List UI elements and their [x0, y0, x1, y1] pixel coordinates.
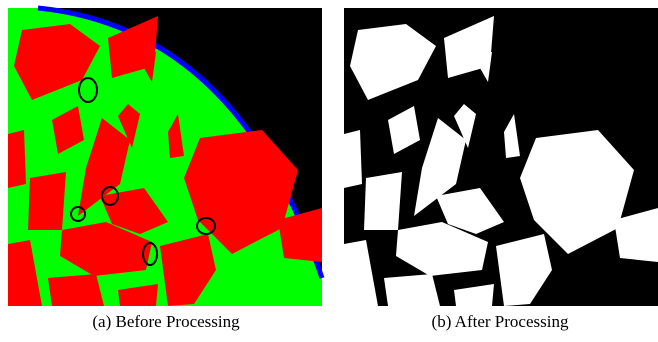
- panel-after: [344, 8, 658, 306]
- figure-images: [0, 0, 658, 310]
- panel-before: [8, 8, 322, 306]
- caption: (a) Before Processing: [6, 312, 326, 332]
- caption: (b) After Processing: [340, 312, 658, 332]
- figure: (a) Before Processing (b) After Processi…: [0, 0, 658, 342]
